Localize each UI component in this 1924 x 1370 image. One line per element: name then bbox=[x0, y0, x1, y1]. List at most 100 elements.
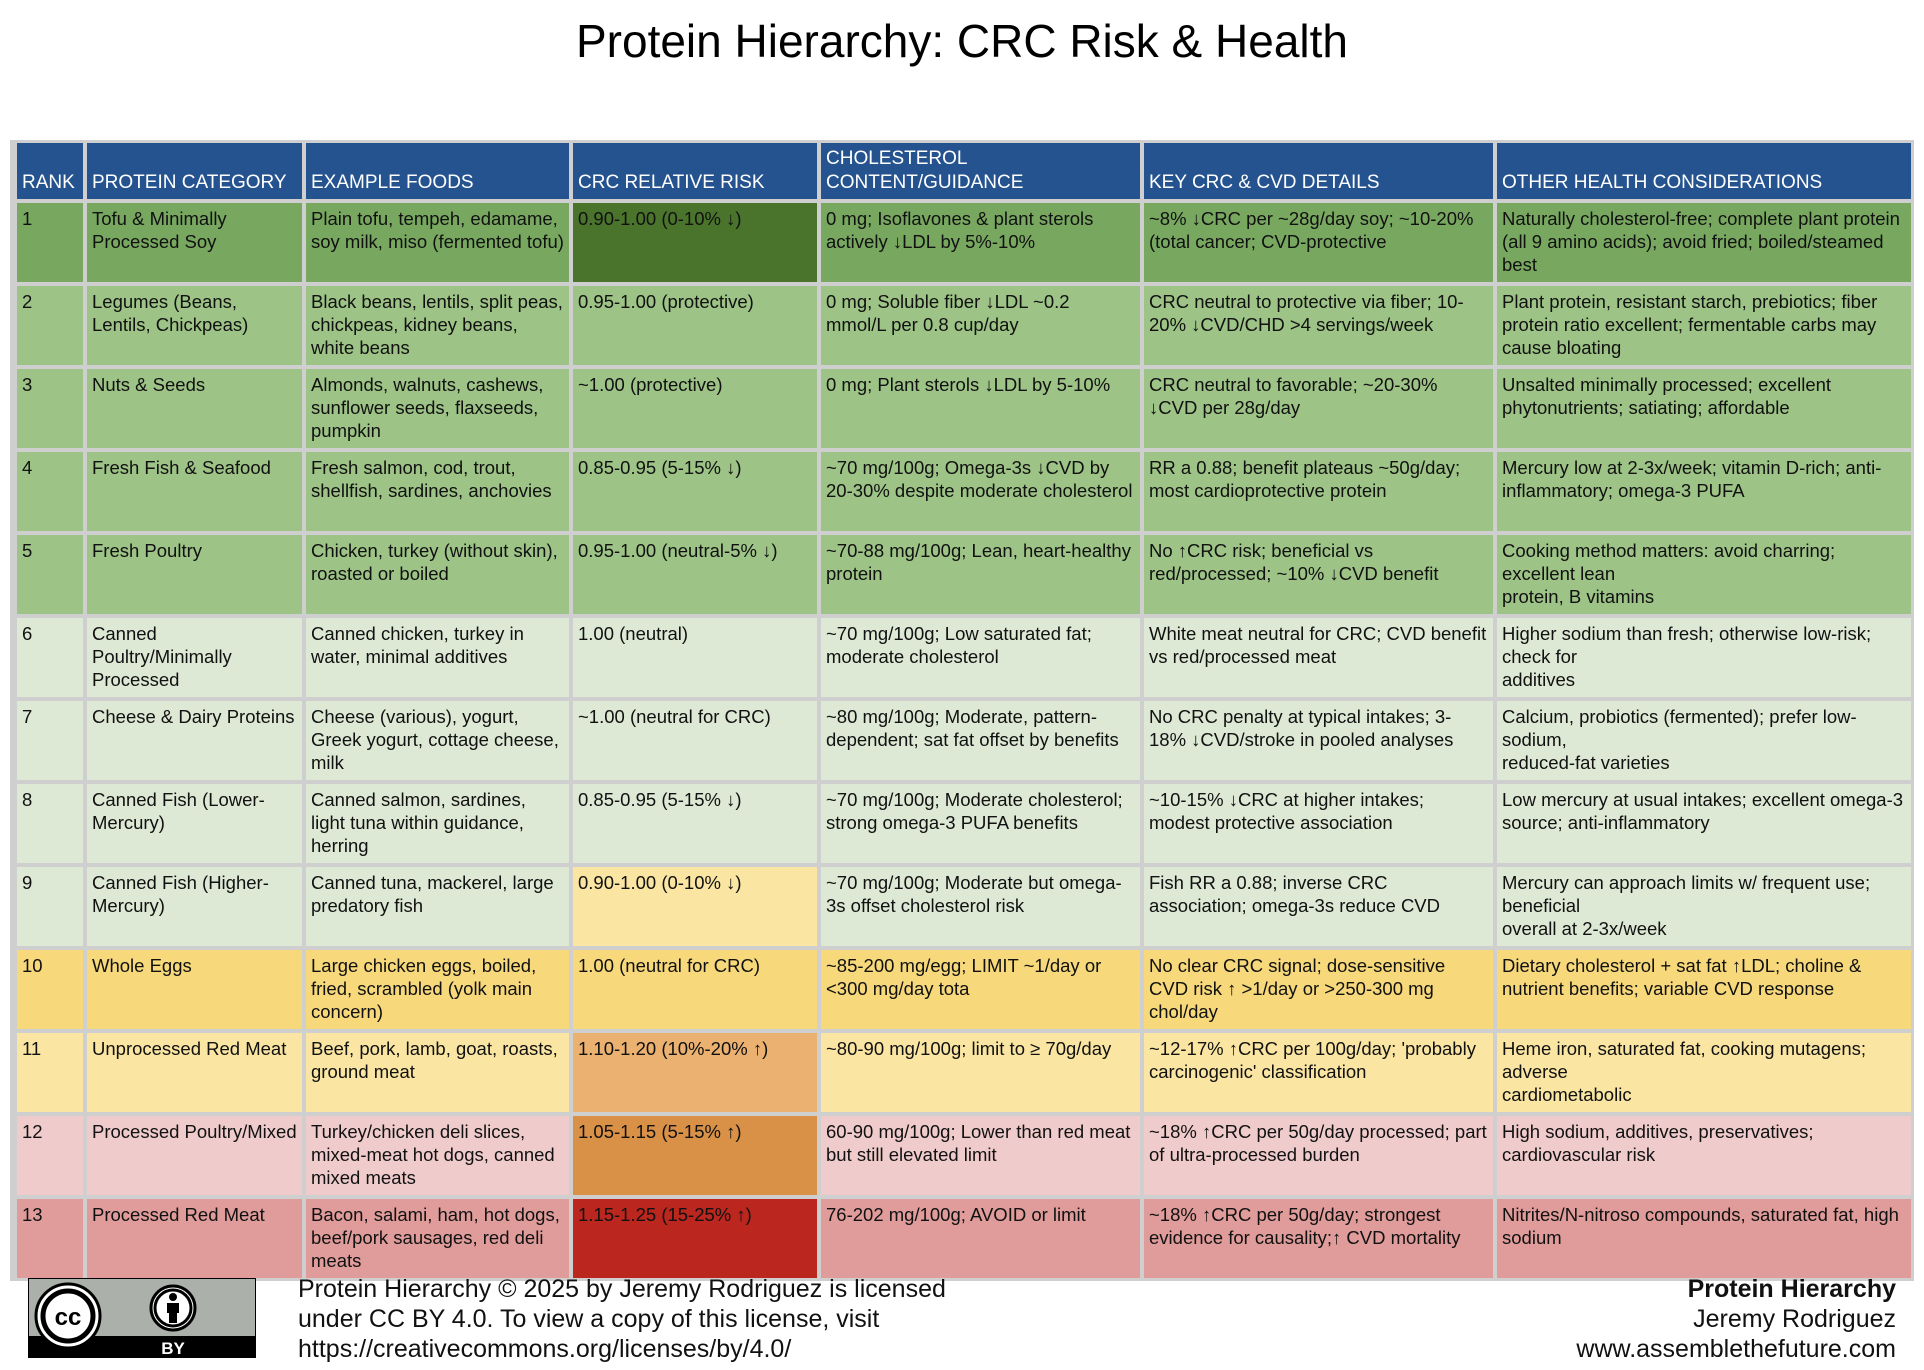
rank-cell: 4 bbox=[17, 452, 83, 531]
table-row: 1 Tofu & Minimally Processed Soy Plain tof… bbox=[17, 203, 1911, 282]
category-cell: Fresh Fish & Seafood bbox=[87, 452, 302, 531]
table-row: 10 Whole Eggs Large chicken eggs, boiled, … bbox=[17, 950, 1911, 1029]
header-other-health: OTHER HEALTH CONSIDERATIONS bbox=[1497, 143, 1911, 199]
cholesterol-cell: ~85-200 mg/egg; LIMIT ~1/day or <300 mg/… bbox=[821, 950, 1140, 1029]
table-row: 8 Canned Fish (Lower-Mercury) Canned salmo… bbox=[17, 784, 1911, 863]
key-details-cell: ~12-17% ↑CRC per 100g/day; 'probably car… bbox=[1144, 1033, 1493, 1112]
svg-text:BY: BY bbox=[161, 1339, 185, 1358]
crc-risk-cell: 0.85-0.95 (5-15% ↓) bbox=[573, 784, 817, 863]
example-foods-cell: Bacon, salami, ham, hot dogs, beef/pork … bbox=[306, 1199, 569, 1278]
other-health-cell: Unsalted minimally processed; excellent … bbox=[1497, 369, 1911, 448]
attribution-icon bbox=[149, 1284, 197, 1332]
example-foods-cell: Chicken, turkey (without skin), roasted … bbox=[306, 535, 569, 614]
example-foods-cell: Almonds, walnuts, cashews, sunflower see… bbox=[306, 369, 569, 448]
other-health-cell: Cooking method matters: avoid charring; … bbox=[1497, 535, 1911, 614]
category-cell: Legumes (Beans, Lentils, Chickpeas) bbox=[87, 286, 302, 365]
example-foods-cell: Beef, pork, lamb, goat, roasts, ground m… bbox=[306, 1033, 569, 1112]
other-health-cell: High sodium, additives, preservatives; c… bbox=[1497, 1116, 1911, 1195]
other-health-cell: Higher sodium than fresh; otherwise low-… bbox=[1497, 618, 1911, 697]
header-protein-category: PROTEIN CATEGORY bbox=[87, 143, 302, 199]
crc-risk-cell: 0.90-1.00 (0-10% ↓) bbox=[573, 867, 817, 946]
key-details-cell: CRC neutral to protective via fiber; 10-… bbox=[1144, 286, 1493, 365]
rank-cell: 12 bbox=[17, 1116, 83, 1195]
key-details-cell: CRC neutral to favorable; ~20-30% ↓CVD p… bbox=[1144, 369, 1493, 448]
category-cell: Processed Red Meat bbox=[87, 1199, 302, 1278]
rank-cell: 11 bbox=[17, 1033, 83, 1112]
category-cell: Canned Poultry/Minimally Processed bbox=[87, 618, 302, 697]
category-cell: Fresh Poultry bbox=[87, 535, 302, 614]
example-foods-cell: Plain tofu, tempeh, edamame, soy milk, m… bbox=[306, 203, 569, 282]
license-text: Protein Hierarchy © 2025 by Jeremy Rodri… bbox=[298, 1274, 946, 1364]
cholesterol-cell: 0 mg; Plant sterols ↓LDL by 5-10% bbox=[821, 369, 1140, 448]
table-row: 9 Canned Fish (Higher-Mercury) Canned tuna… bbox=[17, 867, 1911, 946]
key-details-cell: ~18% ↑CRC per 50g/day processed; part of… bbox=[1144, 1116, 1493, 1195]
protein-table: RANK PROTEIN CATEGORY EXAMPLE FOODS CRC … bbox=[13, 139, 1915, 1282]
category-cell: Unprocessed Red Meat bbox=[87, 1033, 302, 1112]
svg-text:cc: cc bbox=[55, 1304, 82, 1331]
table-row: 11 Unprocessed Red Meat Beef, pork, lamb, … bbox=[17, 1033, 1911, 1112]
table-row: 5 Fresh Poultry Chicken, turkey (without s… bbox=[17, 535, 1911, 614]
cholesterol-cell: ~70 mg/100g; Moderate cholesterol; stron… bbox=[821, 784, 1140, 863]
rank-cell: 9 bbox=[17, 867, 83, 946]
example-foods-cell: Canned chicken, turkey in water, minimal… bbox=[306, 618, 569, 697]
rank-cell: 6 bbox=[17, 618, 83, 697]
attribution-author: Jeremy Rodriguez bbox=[1693, 1305, 1896, 1333]
header-crc-relative-risk: CRC RELATIVE RISK bbox=[573, 143, 817, 199]
license-url[interactable]: https://creativecommons.org/licenses/by/… bbox=[298, 1335, 792, 1363]
example-foods-cell: Turkey/chicken deli slices, mixed-meat h… bbox=[306, 1116, 569, 1195]
header-cholesterol: CHOLESTEROL CONTENT/GUIDANCE bbox=[821, 143, 1140, 199]
cholesterol-cell: 0 mg; Isoflavones & plant sterols active… bbox=[821, 203, 1140, 282]
cholesterol-cell: ~70-88 mg/100g; Lean, heart-healthy prot… bbox=[821, 535, 1140, 614]
cholesterol-cell: 76-202 mg/100g; AVOID or limit bbox=[821, 1199, 1140, 1278]
rank-cell: 1 bbox=[17, 203, 83, 282]
crc-risk-cell: 1.10-1.20 (10%-20% ↑) bbox=[573, 1033, 817, 1112]
table-row: 13 Processed Red Meat Bacon, salami, ham, … bbox=[17, 1199, 1911, 1278]
example-foods-cell: Canned salmon, sardines, light tuna with… bbox=[306, 784, 569, 863]
rank-cell: 2 bbox=[17, 286, 83, 365]
category-cell: Canned Fish (Lower-Mercury) bbox=[87, 784, 302, 863]
other-health-cell: Plant protein, resistant starch, prebiot… bbox=[1497, 286, 1911, 365]
license-line-1: Protein Hierarchy © 2025 by Jeremy Rodri… bbox=[298, 1275, 946, 1303]
other-health-cell: Naturally cholesterol-free; complete pla… bbox=[1497, 203, 1911, 282]
cholesterol-cell: ~70 mg/100g; Low saturated fat; moderate… bbox=[821, 618, 1140, 697]
crc-risk-cell: 0.95-1.00 (protective) bbox=[573, 286, 817, 365]
header-key-details: KEY CRC & CVD DETAILS bbox=[1144, 143, 1493, 199]
key-details-cell: No CRC penalty at typical intakes; 3-18%… bbox=[1144, 701, 1493, 780]
other-health-cell: Calcium, probiotics (fermented); prefer … bbox=[1497, 701, 1911, 780]
cholesterol-cell: ~80 mg/100g; Moderate, pattern-dependent… bbox=[821, 701, 1140, 780]
table-header-row: RANK PROTEIN CATEGORY EXAMPLE FOODS CRC … bbox=[17, 143, 1911, 199]
crc-risk-cell: ~1.00 (protective) bbox=[573, 369, 817, 448]
crc-risk-cell: ~1.00 (neutral for CRC) bbox=[573, 701, 817, 780]
rank-cell: 3 bbox=[17, 369, 83, 448]
table-row: 7 Cheese & Dairy Proteins Cheese (various)… bbox=[17, 701, 1911, 780]
cc-by-badge: cc BY bbox=[27, 1277, 257, 1359]
header-rank: RANK bbox=[17, 143, 83, 199]
attribution-block: Protein Hierarchy Jeremy Rodriguez www.a… bbox=[1576, 1274, 1896, 1364]
attribution-website[interactable]: www.assemblethefuture.com bbox=[1576, 1335, 1896, 1363]
table-row: 3 Nuts & Seeds Almonds, walnuts, cashews, … bbox=[17, 369, 1911, 448]
table-row: 2 Legumes (Beans, Lentils, Chickpeas) Blac… bbox=[17, 286, 1911, 365]
header-example-foods: EXAMPLE FOODS bbox=[306, 143, 569, 199]
key-details-cell: ~8% ↓CRC per ~28g/day soy; ~10-20% (tota… bbox=[1144, 203, 1493, 282]
cholesterol-cell: ~70 mg/100g; Omega-3s ↓CVD by 20-30% des… bbox=[821, 452, 1140, 531]
crc-risk-cell: 1.15-1.25 (15-25% ↑) bbox=[573, 1199, 817, 1278]
table-row: 12 Processed Poultry/Mixed Turkey/chicken … bbox=[17, 1116, 1911, 1195]
category-cell: Whole Eggs bbox=[87, 950, 302, 1029]
other-health-cell: Heme iron, saturated fat, cooking mutage… bbox=[1497, 1033, 1911, 1112]
key-details-cell: ~18% ↑CRC per 50g/day; strongest evidenc… bbox=[1144, 1199, 1493, 1278]
category-cell: Cheese & Dairy Proteins bbox=[87, 701, 302, 780]
key-details-cell: No ↑CRC risk; beneficial vs red/processe… bbox=[1144, 535, 1493, 614]
rank-cell: 8 bbox=[17, 784, 83, 863]
crc-risk-cell: 0.85-0.95 (5-15% ↓) bbox=[573, 452, 817, 531]
example-foods-cell: Large chicken eggs, boiled, fried, scram… bbox=[306, 950, 569, 1029]
crc-risk-cell: 1.05-1.15 (5-15% ↑) bbox=[573, 1116, 817, 1195]
key-details-cell: White meat neutral for CRC; CVD benefit … bbox=[1144, 618, 1493, 697]
rank-cell: 10 bbox=[17, 950, 83, 1029]
key-details-cell: Fish RR a 0.88; inverse CRC association;… bbox=[1144, 867, 1493, 946]
license-line-2: under CC BY 4.0. To view a copy of this … bbox=[298, 1305, 880, 1333]
example-foods-cell: Fresh salmon, cod, trout, shellfish, sar… bbox=[306, 452, 569, 531]
category-cell: Processed Poultry/Mixed bbox=[87, 1116, 302, 1195]
crc-risk-cell: 1.00 (neutral) bbox=[573, 618, 817, 697]
table-row: 6 Canned Poultry/Minimally Processed Canne… bbox=[17, 618, 1911, 697]
key-details-cell: ~10-15% ↓CRC at higher intakes; modest p… bbox=[1144, 784, 1493, 863]
